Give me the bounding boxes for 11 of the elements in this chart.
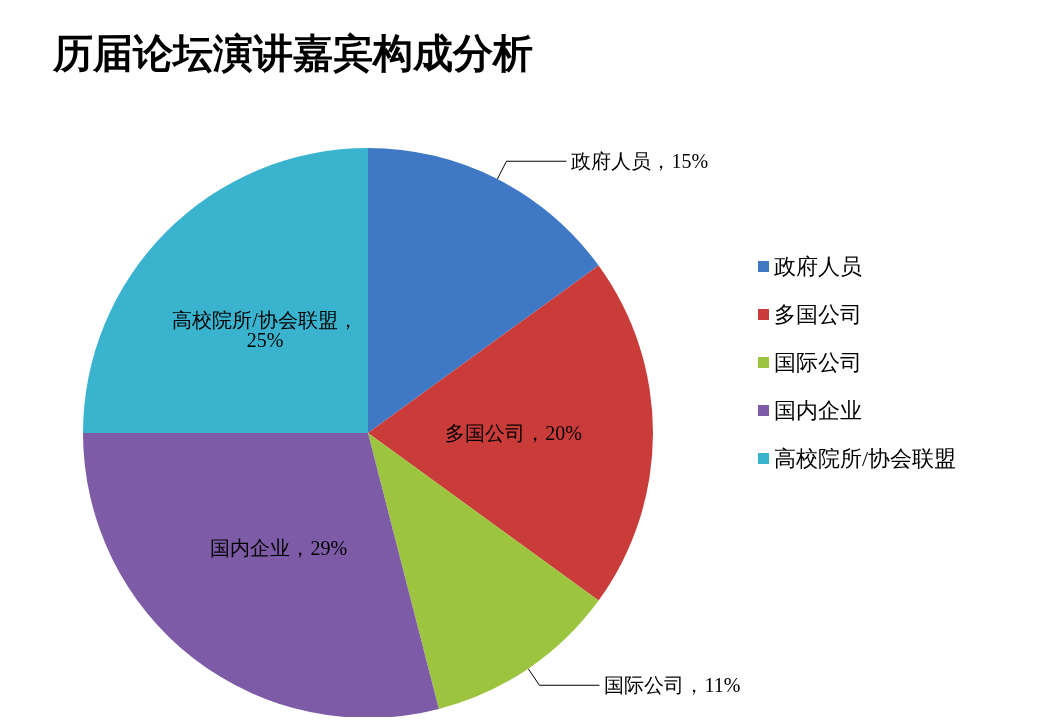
legend-label: 国内企业 bbox=[774, 398, 862, 423]
data-label: 国内企业，29% bbox=[210, 536, 348, 559]
data-label: 高校院所/协会联盟，25% bbox=[172, 309, 358, 352]
legend-label: 多国公司 bbox=[774, 302, 862, 327]
legend-label: 国际公司 bbox=[774, 350, 862, 375]
chart-title: 历届论坛演讲嘉宾构成分析 bbox=[52, 30, 533, 76]
legend-label: 高校院所/协会联盟 bbox=[774, 446, 957, 471]
data-label: 多国公司，20% bbox=[445, 422, 582, 444]
data-label: 政府人员，15% bbox=[571, 150, 709, 173]
data-label: 国际公司，11% bbox=[604, 674, 741, 697]
legend-label: 政府人员 bbox=[774, 254, 862, 279]
